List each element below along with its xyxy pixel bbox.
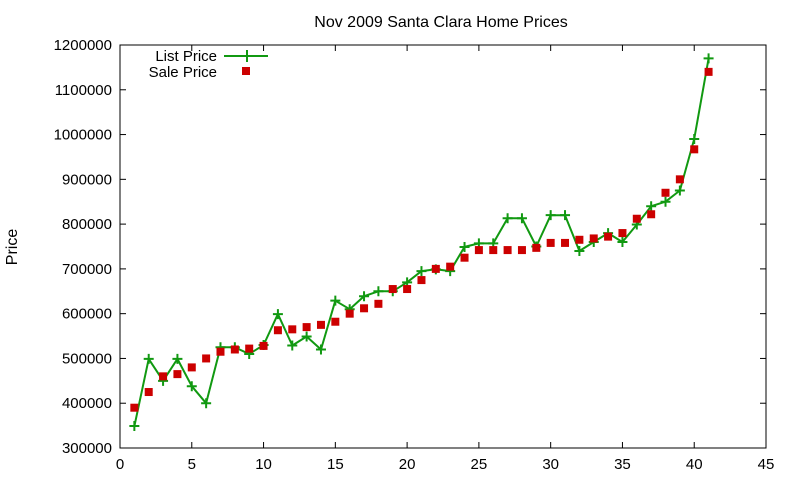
list-price-point: [646, 201, 657, 212]
sale-price-point: [230, 345, 239, 354]
y-tick-label: 1000000: [54, 127, 112, 144]
sale-price-point: [417, 276, 426, 285]
sale-price-point: [561, 238, 570, 247]
x-tick-label: 0: [116, 456, 124, 473]
sale-price-point: [675, 175, 684, 184]
sale-price-point: [517, 246, 526, 255]
sale-price-point: [546, 238, 555, 247]
x-tick-label: 40: [686, 456, 703, 473]
sale-price-point: [388, 285, 397, 294]
sale-price-point: [690, 145, 699, 154]
list-price-point: [560, 210, 571, 221]
sale-price-point: [489, 246, 498, 255]
legend: List Price Sale Price: [149, 48, 268, 81]
list-price-point: [301, 331, 312, 342]
sale-price-point: [159, 372, 168, 381]
list-price-point: [287, 340, 298, 351]
list-price-point: [459, 241, 470, 252]
y-tick-label: 1200000: [54, 37, 112, 54]
list-price-point: [143, 353, 154, 364]
list-price-point: [545, 210, 556, 221]
list-price-point: [703, 53, 714, 64]
y-tick-label: 900000: [62, 171, 112, 188]
sale-price-point: [331, 317, 340, 326]
legend-marker-sale-price: [242, 67, 250, 75]
sale-price-point: [288, 325, 297, 334]
sale-price-point: [345, 309, 354, 318]
sale-price-point: [460, 253, 469, 262]
sale-price-point: [259, 341, 268, 350]
x-tick-label: 20: [399, 456, 416, 473]
x-tick-label: 5: [188, 456, 196, 473]
list-price-point: [660, 196, 671, 207]
sale-price-point: [632, 214, 641, 223]
x-tick-label: 15: [327, 456, 344, 473]
sale-price-point: [144, 388, 153, 397]
sale-price-point: [618, 229, 627, 238]
sale-price-point: [446, 262, 455, 271]
legend-label-sale-price: Sale Price: [149, 64, 217, 81]
x-tick-label: 30: [542, 456, 559, 473]
chart-title: Nov 2009 Santa Clara Home Prices: [314, 14, 567, 31]
axes: 0 5 10 15 20 25 30 35 40 45 300000 400000 500000 6000…: [54, 37, 775, 473]
list-price-point: [201, 398, 212, 409]
sale-price-point: [130, 403, 139, 412]
list-price-point: [315, 344, 326, 355]
y-tick-label: 1100000: [55, 82, 112, 99]
x-tick-label: 45: [758, 456, 775, 473]
y-tick-label: 800000: [62, 216, 112, 233]
sale-price-point: [589, 234, 598, 243]
list-price-point: [373, 286, 384, 297]
y-tick-label: 300000: [62, 440, 112, 457]
sale-price-point: [187, 363, 196, 372]
sale-price-point: [216, 347, 225, 356]
sale-price-point: [503, 246, 512, 255]
list-price-point: [129, 421, 140, 432]
sale-price-point: [202, 354, 211, 363]
x-tick-label: 25: [471, 456, 488, 473]
list-price-point: [172, 353, 183, 364]
y-tick-label: 600000: [62, 306, 112, 323]
sale-price-point: [374, 299, 383, 308]
list-price-point: [359, 291, 370, 302]
list-price-point: [674, 185, 685, 196]
list-price-point: [416, 266, 427, 277]
y-tick-label: 400000: [62, 395, 112, 412]
sale-price-point: [273, 326, 282, 335]
sale-price-point: [532, 243, 541, 252]
sale-price-point: [245, 344, 254, 353]
sale-price-series: [130, 67, 713, 412]
list-price-point: [574, 245, 585, 256]
list-price-point: [272, 309, 283, 320]
sale-price-point: [316, 320, 325, 329]
sale-price-point: [302, 323, 311, 332]
y-tick-label: 700000: [62, 261, 112, 278]
sale-price-point: [604, 232, 613, 241]
y-axis-label: Price: [4, 229, 21, 266]
sale-price-point: [360, 304, 369, 313]
list-price-point: [186, 381, 197, 392]
list-price-point: [617, 237, 628, 248]
sale-price-point: [661, 188, 670, 197]
sale-price-point: [431, 264, 440, 273]
sale-price-point: [173, 370, 182, 379]
list-price-point: [689, 134, 700, 145]
sale-price-point: [474, 246, 483, 255]
sale-price-point: [704, 67, 713, 76]
list-price-series: [129, 53, 714, 432]
x-tick-label: 10: [255, 456, 272, 473]
sale-price-point: [647, 210, 656, 219]
y-tick-label: 500000: [62, 350, 112, 367]
legend-label-list-price: List Price: [155, 48, 217, 65]
legend-marker-list-price: [241, 50, 253, 62]
sale-price-point: [575, 235, 584, 244]
list-price-point: [330, 295, 341, 306]
list-price-point: [516, 213, 527, 224]
sale-price-point: [403, 285, 412, 294]
list-price-point: [502, 213, 513, 224]
plot-border: [119, 44, 767, 449]
x-tick-label: 35: [614, 456, 631, 473]
